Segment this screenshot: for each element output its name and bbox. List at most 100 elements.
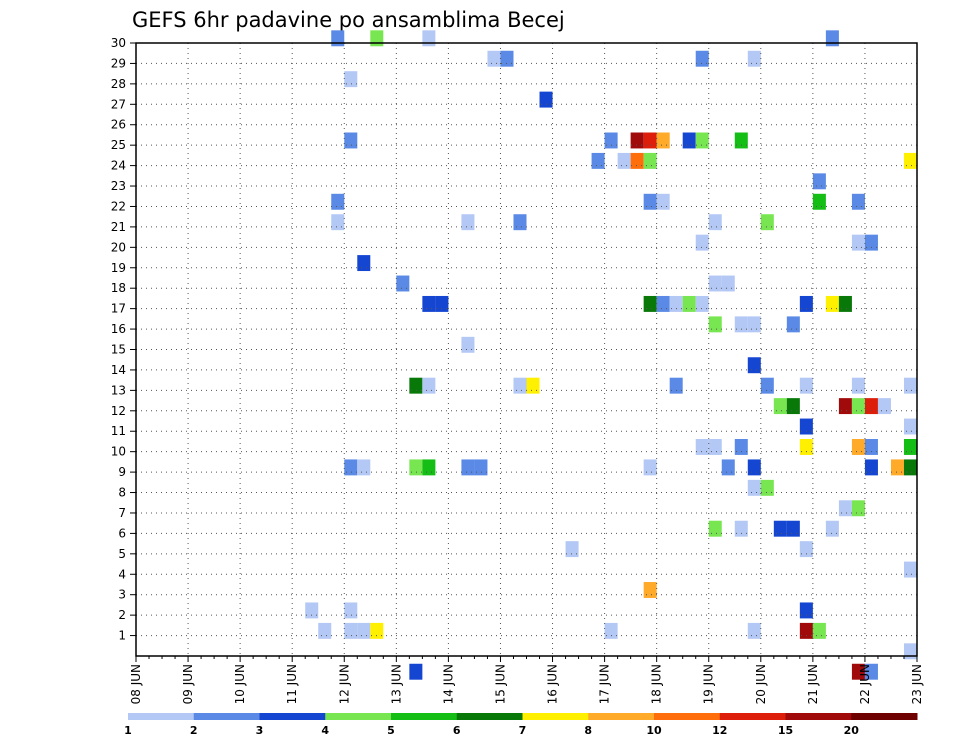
data-cell bbox=[851, 663, 865, 680]
colorbar: 1 2 3 4 5 6 7 8 10 12 15 20 bbox=[124, 713, 918, 737]
data-cell bbox=[604, 132, 618, 149]
data-cell bbox=[643, 295, 657, 312]
data-cell bbox=[669, 295, 683, 312]
y-tick-label: 10 bbox=[111, 445, 126, 459]
data-cell bbox=[903, 377, 917, 394]
data-cell bbox=[708, 439, 722, 455]
data-cell bbox=[851, 193, 865, 210]
chart-title: GEFS 6hr padavine po ansamblima Becej bbox=[132, 8, 565, 32]
data-cell bbox=[318, 622, 332, 639]
x-tick-label: 18 JUN bbox=[650, 664, 664, 704]
data-cell bbox=[643, 582, 657, 598]
colorbar-label: 10 bbox=[646, 724, 662, 737]
y-tick-label: 24 bbox=[111, 159, 126, 173]
y-tick-label: 11 bbox=[111, 424, 126, 438]
data-cells bbox=[305, 30, 917, 680]
data-cell bbox=[903, 439, 917, 455]
data-cell bbox=[565, 541, 579, 558]
data-cell bbox=[604, 622, 618, 639]
data-cell bbox=[903, 418, 917, 435]
y-tick-label: 22 bbox=[111, 199, 126, 213]
y-tick-label: 15 bbox=[111, 343, 126, 357]
data-cell bbox=[799, 439, 813, 455]
data-cell bbox=[747, 459, 761, 476]
y-tick-label: 26 bbox=[111, 118, 126, 132]
colorbar-label: 5 bbox=[387, 724, 395, 737]
data-cell bbox=[500, 50, 514, 67]
colorbar-label: 1 bbox=[124, 724, 132, 737]
data-cell bbox=[903, 152, 917, 169]
colorbar-label: 7 bbox=[519, 724, 527, 737]
grid-lines bbox=[135, 42, 918, 656]
x-tick-label: 13 JUN bbox=[389, 664, 403, 704]
y-tick-label: 19 bbox=[111, 261, 126, 275]
data-cell bbox=[617, 152, 631, 169]
data-cell bbox=[864, 398, 878, 415]
y-tick-label: 3 bbox=[118, 588, 126, 602]
y-tick-label: 27 bbox=[111, 97, 126, 111]
data-cell bbox=[734, 316, 748, 333]
data-cell bbox=[331, 214, 345, 231]
colorbar-label: 15 bbox=[778, 724, 793, 737]
data-cell bbox=[734, 439, 748, 455]
data-cell bbox=[396, 275, 410, 292]
data-cell bbox=[864, 234, 878, 251]
colorbar-segment bbox=[193, 713, 260, 720]
y-tick-label: 8 bbox=[118, 486, 126, 500]
data-cell bbox=[435, 295, 449, 312]
y-tick-label: 9 bbox=[118, 465, 126, 479]
data-cell bbox=[370, 30, 384, 47]
y-tick-label: 6 bbox=[118, 526, 126, 540]
data-cell bbox=[643, 132, 657, 149]
y-tick-label: 20 bbox=[111, 240, 126, 254]
data-cell bbox=[591, 152, 605, 169]
y-tick-label: 1 bbox=[118, 629, 126, 643]
data-cell bbox=[734, 520, 748, 537]
data-cell bbox=[656, 295, 670, 312]
y-tick-label: 7 bbox=[118, 506, 126, 520]
x-tick-label: 15 JUN bbox=[493, 664, 507, 704]
data-cell bbox=[786, 316, 800, 333]
data-cell bbox=[721, 275, 735, 292]
colorbar-segment bbox=[259, 713, 326, 720]
x-tick-label: 14 JUN bbox=[441, 664, 455, 704]
y-tick-label: 4 bbox=[118, 567, 126, 581]
data-cell bbox=[838, 295, 852, 312]
colorbar-segment bbox=[588, 713, 655, 720]
data-cell bbox=[786, 520, 800, 537]
data-cell bbox=[903, 459, 917, 476]
data-cell bbox=[708, 275, 722, 292]
data-cell bbox=[864, 439, 878, 455]
data-cell bbox=[357, 459, 371, 476]
colorbar-segment bbox=[785, 713, 852, 720]
data-cell bbox=[760, 479, 774, 496]
data-cell bbox=[864, 459, 878, 476]
colorbar-label: 6 bbox=[453, 724, 461, 737]
data-cell bbox=[513, 377, 527, 394]
y-tick-label: 23 bbox=[111, 179, 126, 193]
y-tick-label: 16 bbox=[111, 322, 126, 336]
data-cell bbox=[773, 398, 787, 415]
data-cell bbox=[799, 418, 813, 435]
data-cell bbox=[747, 316, 761, 333]
data-cell bbox=[825, 295, 839, 312]
data-cell bbox=[851, 500, 865, 517]
data-cell bbox=[747, 622, 761, 639]
data-cell bbox=[864, 663, 878, 680]
colorbar-segment bbox=[719, 713, 786, 720]
y-tick-label: 30 bbox=[111, 36, 126, 50]
data-cell bbox=[747, 479, 761, 496]
data-cell bbox=[799, 622, 813, 639]
data-cell bbox=[656, 193, 670, 210]
x-tick-label: 09 JUN bbox=[181, 664, 195, 704]
data-cell bbox=[422, 459, 436, 476]
data-cell bbox=[656, 132, 670, 149]
data-cell bbox=[747, 357, 761, 374]
data-cell bbox=[344, 459, 358, 476]
data-cell bbox=[461, 214, 475, 231]
colorbar-segment bbox=[325, 713, 392, 720]
y-tick-label: 14 bbox=[111, 363, 126, 377]
data-cell bbox=[747, 50, 761, 67]
y-tick-label: 17 bbox=[111, 302, 126, 316]
